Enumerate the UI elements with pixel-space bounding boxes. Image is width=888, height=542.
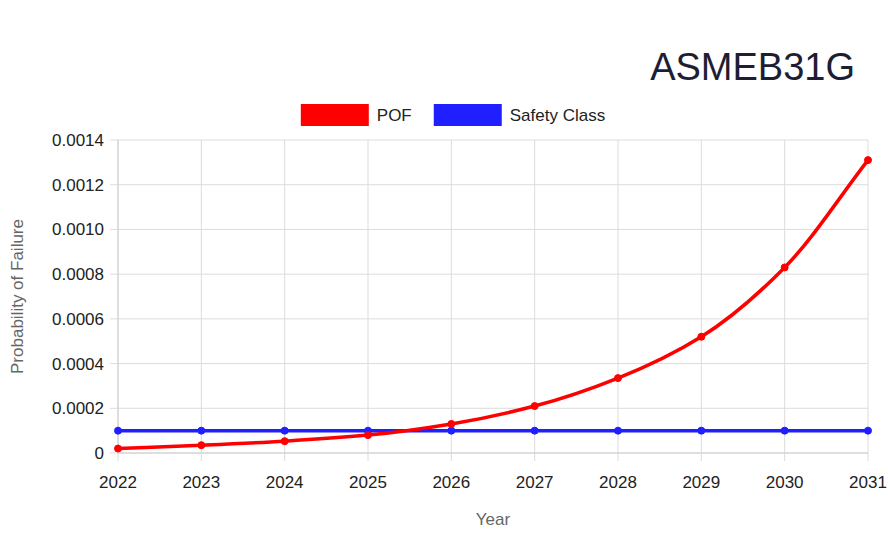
point <box>365 432 372 439</box>
series-line <box>118 429 868 433</box>
x-axis-title: Year <box>476 510 511 529</box>
y-grid-line <box>118 140 868 141</box>
x-tick-label: 2028 <box>599 473 637 492</box>
y-grid-line <box>118 318 868 319</box>
x-tick-label: 2027 <box>516 473 554 492</box>
y-tick <box>110 363 118 364</box>
x-grid-line <box>868 140 869 453</box>
point <box>531 403 538 410</box>
x-tick <box>534 453 535 461</box>
y-tick <box>110 229 118 230</box>
y-tick-label: 0.0006 <box>52 310 104 329</box>
grid <box>110 140 868 461</box>
x-tick-label: 2022 <box>99 473 137 492</box>
x-grid-line <box>368 140 369 453</box>
plot-area <box>115 157 872 452</box>
x-grid-line <box>284 140 285 453</box>
x-grid-line <box>201 140 202 453</box>
point <box>448 427 455 434</box>
point <box>615 375 622 382</box>
y-tick-label: 0.0002 <box>52 399 104 418</box>
y-tick-label: 0.0004 <box>52 355 104 374</box>
x-grid-line <box>784 140 785 453</box>
x-tick-label: 2023 <box>182 473 220 492</box>
y-tick <box>110 318 118 319</box>
point <box>448 420 455 427</box>
y-tick <box>110 453 118 454</box>
y-tick <box>110 184 118 185</box>
legend-label: Safety Class <box>510 106 605 125</box>
x-tick <box>451 453 452 461</box>
series-line <box>118 160 868 448</box>
x-tick <box>701 453 702 461</box>
y-grid-line <box>118 184 868 185</box>
x-tick <box>368 453 369 461</box>
legend-swatch <box>301 104 369 126</box>
y-grid-line <box>118 453 868 454</box>
point <box>781 264 788 271</box>
point <box>698 427 705 434</box>
x-tick <box>201 453 202 461</box>
x-grid-line <box>118 140 119 453</box>
legend-label: POF <box>377 106 412 125</box>
x-tick-label: 2029 <box>682 473 720 492</box>
chart: ASMEB31G 0 0.0002 0.0004 0.0006 0.0008 0.0010 0… <box>0 0 888 542</box>
legend: POF Safety Class <box>301 104 605 126</box>
y-grid-line <box>118 363 868 364</box>
point <box>281 438 288 445</box>
legend-swatch <box>434 104 502 126</box>
x-tick-label: 2026 <box>432 473 470 492</box>
x-tick <box>784 453 785 461</box>
y-tick-label: 0 <box>95 444 104 463</box>
x-tick-label: 2025 <box>349 473 387 492</box>
point <box>198 442 205 449</box>
y-tick <box>110 140 118 141</box>
x-tick <box>284 453 285 461</box>
y-tick <box>110 274 118 275</box>
x-grid-line <box>451 140 452 453</box>
y-tick <box>110 408 118 409</box>
point <box>615 427 622 434</box>
x-tick-label: 2024 <box>266 473 304 492</box>
y-tick-label: 0.0012 <box>52 176 104 195</box>
y-tick-label: 0.0010 <box>52 220 104 239</box>
series <box>115 427 872 434</box>
point <box>198 427 205 434</box>
x-tick <box>618 453 619 461</box>
y-tick-label: 0.0008 <box>52 265 104 284</box>
x-tick-label: 2030 <box>766 473 804 492</box>
title: ASMEB31G <box>650 46 855 88</box>
x-grid-line <box>618 140 619 453</box>
y-grid-line <box>118 408 868 409</box>
point <box>531 427 538 434</box>
x-tick <box>868 453 869 461</box>
y-grid-line <box>118 229 868 230</box>
point <box>281 427 288 434</box>
x-tick-label: 2031 <box>849 473 887 492</box>
y-axis-title: Probability of Failure <box>8 219 27 374</box>
y-grid-line <box>118 274 868 275</box>
point <box>115 445 122 452</box>
point <box>865 427 872 434</box>
point <box>865 157 872 164</box>
x-tick <box>118 453 119 461</box>
point <box>115 427 122 434</box>
point <box>698 333 705 340</box>
series <box>115 157 872 452</box>
x-axis <box>118 453 868 454</box>
point <box>781 427 788 434</box>
y-tick-label: 0.0014 <box>52 131 104 150</box>
y-axis <box>118 140 119 453</box>
x-grid-line <box>701 140 702 453</box>
